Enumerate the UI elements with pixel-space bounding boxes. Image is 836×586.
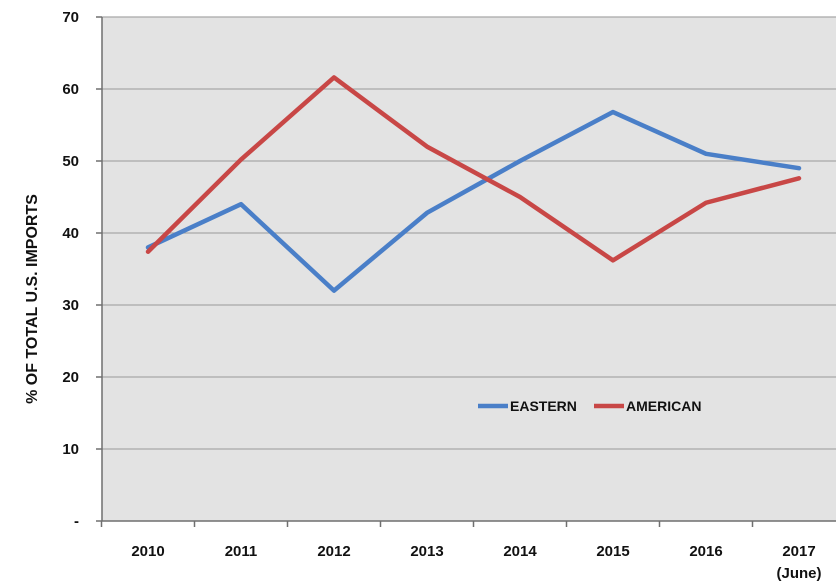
y-tick-label-0: - bbox=[74, 513, 79, 530]
x-tick-label-2016: 2016 bbox=[689, 543, 722, 560]
x-tick-label-2017: 2017 bbox=[782, 543, 815, 560]
legend: EASTERN AMERICAN bbox=[478, 398, 701, 414]
y-tick-label-50: 50 bbox=[62, 153, 79, 170]
y-tick-label-70: 70 bbox=[62, 9, 79, 26]
y-tick-label-60: 60 bbox=[62, 81, 79, 98]
series-line-american bbox=[145, 75, 802, 263]
axes bbox=[96, 16, 836, 527]
series-lines bbox=[145, 75, 802, 293]
plot-background bbox=[102, 17, 836, 521]
series-line-eastern bbox=[145, 109, 802, 293]
x-tick-label-2010: 2010 bbox=[131, 543, 164, 560]
x-tick-label-2011: 2011 bbox=[225, 543, 258, 560]
x-tick-label-2014: 2014 bbox=[503, 543, 537, 560]
legend-label-american: AMERICAN bbox=[626, 398, 701, 414]
y-tick-label-30: 30 bbox=[62, 297, 79, 314]
y-tick-labels: - 10 20 30 40 50 60 70 bbox=[62, 9, 79, 530]
y-tick-label-10: 10 bbox=[62, 441, 79, 458]
x-tick-label-2012: 2012 bbox=[317, 543, 350, 560]
y-tick-label-20: 20 bbox=[62, 369, 79, 386]
x-tick-sublabel-2017: (June) bbox=[777, 565, 822, 582]
y-axis-title: % OF TOTAL U.S. IMPORTS bbox=[24, 194, 41, 404]
legend-label-eastern: EASTERN bbox=[510, 398, 577, 414]
plot-area bbox=[102, 17, 836, 521]
x-tick-label-2013: 2013 bbox=[410, 543, 443, 560]
x-tick-labels: 2010 2011 2012 2013 2014 2015 2016 2017 (June) bbox=[131, 543, 821, 582]
x-tick-label-2015: 2015 bbox=[596, 543, 629, 560]
y-tick-label-40: 40 bbox=[62, 225, 79, 242]
gridlines bbox=[102, 16, 836, 450]
